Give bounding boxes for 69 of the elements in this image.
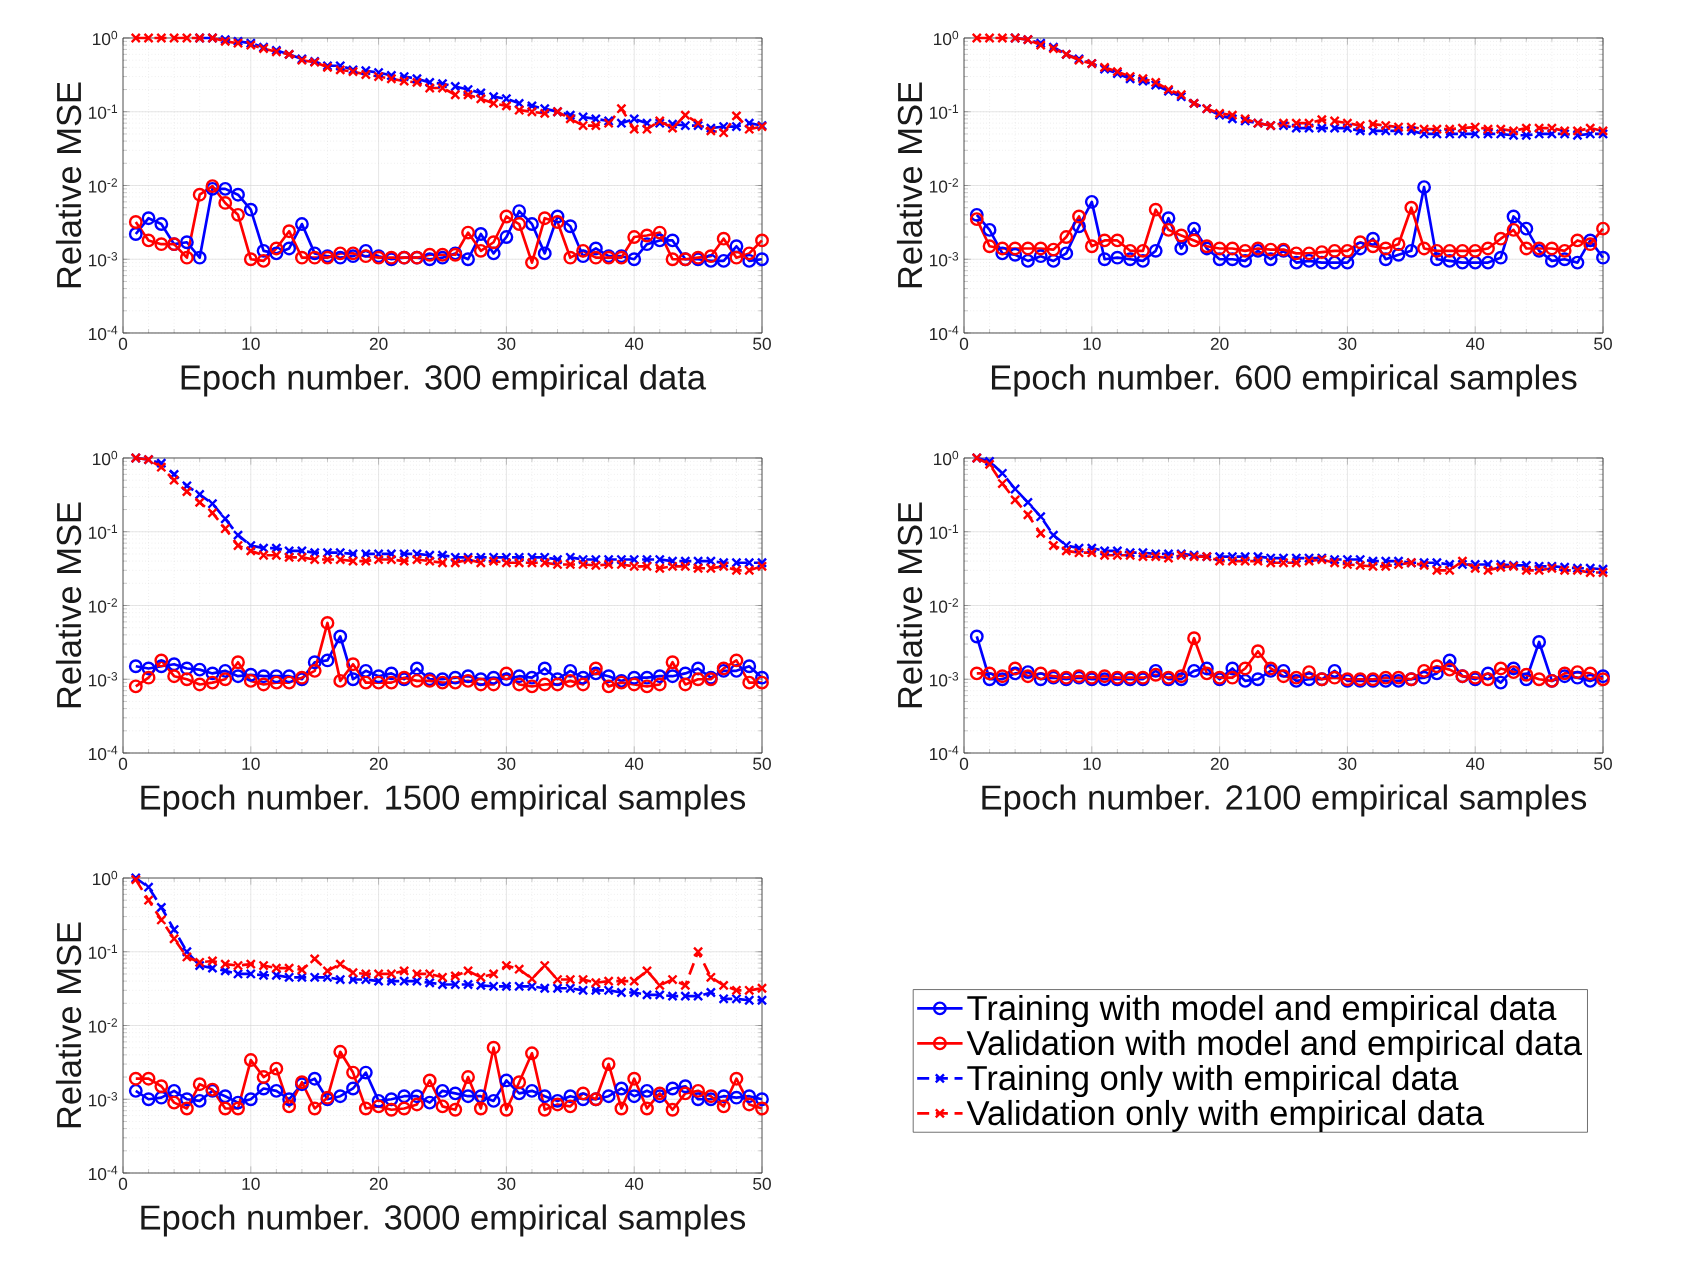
y-tick-label: 10$^{-3}$ xyxy=(930,672,959,687)
legend-label: Training only with empirical data xyxy=(967,1064,1459,1098)
y-tick-label: 10$^{-2}$ xyxy=(89,598,118,613)
y-tick-label: 10$^{-4}$ xyxy=(89,325,118,341)
y-tick-label: 10$^{-1}$ xyxy=(89,104,118,119)
y-tick-label: 10$^{-1}$ xyxy=(89,524,118,539)
x-axis-title: Epoch number. 3000 empirical samples xyxy=(141,1204,746,1237)
y-tick-label: 10$^{-3}$ xyxy=(89,252,118,267)
y-tick-label: 10$^{-2}$ xyxy=(89,178,118,193)
x-tick-label: 20 xyxy=(369,757,388,770)
x-tick-label: 0 xyxy=(959,757,969,770)
x-tick-label: 50 xyxy=(753,757,771,770)
y-tick-label: 10$^{-3}$ xyxy=(89,672,118,687)
x-tick-label: 20 xyxy=(369,1177,388,1190)
y-tick-label: 10$^{-3}$ xyxy=(930,252,959,267)
y-axis-title: Relative MSE xyxy=(896,502,923,708)
x-tick-label: 10 xyxy=(242,757,260,770)
y-tick-label: 10$^{-4}$ xyxy=(89,745,118,761)
y-tick-label: 10$^{0}$ xyxy=(93,450,118,466)
x-tick-label: 10 xyxy=(1083,337,1101,350)
y-tick-label: 10$^{0}$ xyxy=(93,30,118,46)
y-tick-label: 10$^{-2}$ xyxy=(930,178,959,193)
legend-label: Validation with model and empirical data xyxy=(966,1029,1582,1063)
legend-label: Training with model and empirical data xyxy=(967,994,1557,1028)
x-tick-label: 20 xyxy=(369,337,388,350)
x-tick-label: 0 xyxy=(118,337,128,350)
x-tick-label: 40 xyxy=(624,337,644,350)
x-axis-title: Epoch number. 1500 empirical samples xyxy=(141,784,746,817)
x-tick-label: 40 xyxy=(624,757,644,770)
y-tick-label: 10$^{-4}$ xyxy=(930,325,959,341)
x-tick-label: 40 xyxy=(624,1177,644,1190)
x-tick-label: 50 xyxy=(753,337,771,350)
y-tick-label: 10$^{0}$ xyxy=(934,450,959,466)
x-tick-label: 30 xyxy=(497,757,516,770)
x-tick-label: 50 xyxy=(753,1177,771,1190)
y-axis-title: Relative MSE xyxy=(55,502,82,708)
y-tick-label: 10$^{0}$ xyxy=(934,30,959,46)
x-tick-label: 20 xyxy=(1210,337,1229,350)
y-tick-label: 10$^{0}$ xyxy=(93,870,118,886)
y-tick-label: 10$^{-4}$ xyxy=(930,745,959,761)
x-axis-title: Epoch number. 300 empirical data xyxy=(181,364,707,397)
x-tick-label: 10 xyxy=(1083,757,1101,770)
y-tick-label: 10$^{-1}$ xyxy=(930,524,959,539)
x-tick-label: 30 xyxy=(497,337,516,350)
y-tick-label: 10$^{-2}$ xyxy=(930,598,959,613)
x-tick-label: 30 xyxy=(1338,757,1357,770)
y-axis-title: Relative MSE xyxy=(55,82,82,288)
y-axis-title: Relative MSE xyxy=(896,82,923,288)
x-tick-label: 50 xyxy=(1594,757,1612,770)
y-tick-label: 10$^{-2}$ xyxy=(89,1018,118,1033)
y-axis-title: Relative MSE xyxy=(55,922,82,1128)
x-tick-label: 0 xyxy=(959,337,969,350)
x-tick-label: 40 xyxy=(1466,337,1485,350)
x-tick-label: 20 xyxy=(1210,757,1229,770)
x-tick-label: 30 xyxy=(497,1177,516,1190)
y-tick-label: 10$^{-4}$ xyxy=(89,1165,118,1181)
x-tick-label: 0 xyxy=(118,1177,128,1190)
x-axis-title: Epoch number. 600 empirical samples xyxy=(991,364,1577,397)
x-tick-label: 50 xyxy=(1594,337,1612,350)
x-tick-label: 30 xyxy=(1338,337,1357,350)
y-tick-label: 10$^{-3}$ xyxy=(89,1092,118,1107)
x-tick-label: 40 xyxy=(1466,757,1485,770)
x-axis-title: Epoch number. 2100 empirical samples xyxy=(982,784,1587,817)
y-tick-label: 10$^{-1}$ xyxy=(89,944,118,959)
x-tick-label: 0 xyxy=(118,757,128,770)
x-tick-label: 10 xyxy=(242,337,260,350)
y-tick-label: 10$^{-1}$ xyxy=(930,104,959,119)
x-tick-label: 10 xyxy=(242,1177,260,1190)
legend-label: Validation only with empirical data xyxy=(966,1099,1485,1133)
